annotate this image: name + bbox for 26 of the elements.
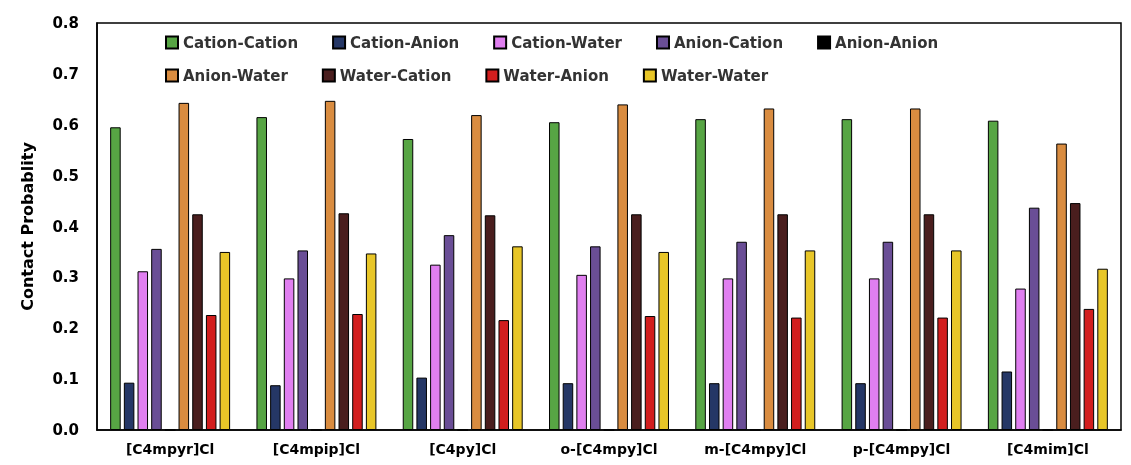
y-tick-label: 0.7 — [52, 64, 79, 83]
legend-label: Cation-Water — [511, 33, 623, 52]
y-tick-label: 0.0 — [52, 421, 79, 439]
y-tick-label: 0.5 — [52, 166, 79, 185]
y-tick-label: 0.8 — [52, 14, 79, 32]
legend-label: Water-Cation — [339, 66, 452, 85]
legend-label: Anion-Water — [183, 66, 289, 85]
legend-label: Cation-Cation — [183, 33, 299, 52]
x-tick-label: [C4mpip]Cl — [272, 441, 361, 457]
x-tick-label: [C4mpyr]Cl — [125, 441, 215, 457]
y-tick-label: 0.4 — [52, 217, 79, 236]
legend-label: Anion-Cation — [674, 33, 784, 52]
legend-label: Anion-Anion — [835, 33, 939, 52]
y-tick-label: 0.2 — [52, 319, 79, 338]
legend-label: Water-Anion — [503, 66, 609, 85]
x-tick-label: [C4mim]Cl — [1006, 441, 1089, 457]
x-tick-label: o-[C4mpy]Cl — [560, 441, 658, 457]
x-tick-label: p-[C4mpy]Cl — [852, 441, 951, 457]
y-tick-label: 0.6 — [52, 115, 79, 134]
legend-label: Cation-Anion — [350, 33, 460, 52]
y-axis-title: Contact Probablity — [17, 141, 37, 311]
x-tick-label: m-[C4mpy]Cl — [704, 441, 807, 457]
x-tick-label: [C4py]Cl — [429, 441, 497, 457]
y-tick-label: 0.3 — [52, 268, 79, 287]
legend-label: Water-Water — [660, 66, 769, 85]
y-tick-label: 0.1 — [52, 370, 79, 389]
